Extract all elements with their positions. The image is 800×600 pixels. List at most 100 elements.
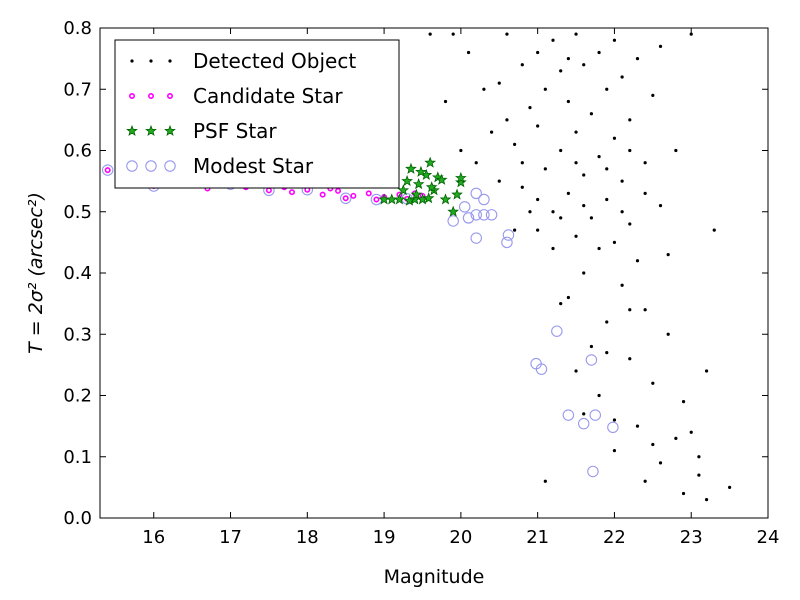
detected-object-point	[635, 259, 640, 263]
psf-star-point	[451, 188, 463, 200]
detected-object-point	[551, 210, 555, 214]
detected-object-point	[689, 430, 693, 434]
modest-star-point	[502, 229, 515, 241]
legend-marker-candidate-star	[167, 93, 174, 100]
detected-object-point	[536, 50, 540, 55]
detected-object-point	[559, 69, 563, 73]
x-tick-label: 21	[526, 527, 549, 548]
detected-object-point	[497, 81, 501, 85]
modest-star-point	[447, 215, 459, 227]
legend-entry-candidate-star: Candidate Star	[129, 84, 343, 108]
detected-object-point	[497, 179, 501, 183]
psf-star-point	[401, 174, 413, 187]
detected-object-point	[582, 173, 586, 177]
legend: Detected Object Candidate Star PSF Star Mod…	[114, 39, 400, 189]
detected-object-point	[643, 479, 647, 483]
psf-star-point	[447, 205, 460, 217]
detected-object-point	[551, 246, 555, 251]
candidate-star-point	[288, 189, 295, 196]
detected-object-point	[466, 50, 471, 55]
detected-object-point	[582, 412, 586, 416]
detected-object-point	[428, 32, 432, 36]
detected-object-point	[612, 449, 617, 453]
detected-object-point	[536, 124, 540, 128]
candidate-star-point	[335, 187, 342, 194]
series-psf-star	[378, 156, 467, 217]
detected-object-point	[605, 197, 609, 202]
detected-object-point	[582, 204, 586, 208]
detected-object-point	[628, 118, 632, 122]
psf-star-point	[415, 165, 427, 177]
x-tick-label: 16	[142, 527, 165, 548]
psf-star-point	[439, 193, 452, 205]
detected-object-point	[574, 161, 578, 165]
detected-object-point	[513, 228, 517, 232]
detected-object-point	[589, 112, 594, 116]
legend-label: Detected Object	[193, 49, 356, 73]
psf-star-point	[385, 193, 398, 205]
detected-object-point	[505, 32, 509, 36]
x-tick-label: 20	[449, 527, 472, 548]
detected-object-point	[635, 57, 640, 61]
detected-object-point	[628, 357, 632, 361]
detected-object-point	[551, 38, 555, 42]
candidate-star-point	[319, 191, 326, 198]
detected-object-point	[681, 491, 686, 496]
legend-marker-modest-star	[145, 160, 157, 172]
detected-object-point	[543, 479, 547, 483]
legend-entry-psf-star: PSF Star	[126, 119, 277, 143]
detected-object-point	[697, 473, 701, 477]
legend-marker-psf-star	[145, 124, 157, 136]
legend-marker-candidate-star	[129, 93, 136, 100]
detected-object-point	[566, 57, 570, 61]
detected-object-point	[689, 32, 693, 36]
detected-object-point	[451, 32, 455, 36]
legend-marker-detected-object	[149, 59, 153, 63]
detected-object-point	[704, 369, 709, 373]
y-tick-label: 0.0	[63, 508, 92, 529]
y-tick-label: 0.5	[63, 202, 92, 223]
axis-ticks: 16 17 18 19 20 21 22 23 24 0.0 0.1 0.2 0.3 0.4 0.5 0.6 0…	[63, 18, 779, 548]
legend-marker-psf-star	[164, 124, 176, 136]
modest-star-point	[458, 201, 471, 213]
y-tick-label: 0.4	[63, 263, 92, 284]
psf-star-point	[410, 188, 423, 200]
detected-object-point	[658, 204, 663, 208]
detected-object-point	[643, 191, 647, 195]
y-tick-label: 0.3	[63, 324, 92, 345]
legend-box	[114, 39, 400, 189]
legend-marker-psf-star	[126, 124, 138, 136]
legend-label: PSF Star	[193, 119, 277, 143]
detected-object-point	[589, 216, 594, 220]
detected-object-point	[566, 295, 570, 300]
legend-marker-candidate-star	[148, 93, 155, 100]
legend-entry-detected-object: Detected Object	[130, 49, 356, 73]
detected-object-point	[620, 283, 624, 287]
detected-object-point	[620, 179, 624, 183]
modest-star-point	[585, 354, 598, 366]
detected-object-point	[528, 210, 532, 214]
x-axis-label: Magnitude	[384, 566, 485, 588]
detected-object-point	[489, 130, 494, 134]
detected-object-point	[513, 142, 517, 146]
detected-object-point	[681, 400, 686, 404]
detected-object-point	[612, 38, 617, 42]
detected-object-point	[651, 93, 655, 97]
modest-star-point	[478, 193, 490, 206]
detected-object-point	[674, 436, 678, 440]
y-tick-label: 0.1	[63, 447, 92, 468]
detected-object-point	[666, 332, 670, 336]
candidate-star-point	[350, 192, 357, 199]
modest-star-point	[551, 325, 563, 337]
psf-star-point	[422, 192, 435, 204]
detected-object-point	[459, 148, 463, 153]
series-detected-object	[428, 32, 732, 502]
modest-star-point	[535, 363, 548, 375]
series-modest-star	[101, 164, 619, 478]
modest-star-point	[589, 409, 601, 421]
modest-star-point	[485, 209, 498, 221]
detected-object-point	[597, 393, 601, 398]
detected-object-point	[528, 106, 532, 110]
detected-object-point	[443, 99, 448, 104]
modest-star-point	[470, 209, 482, 221]
